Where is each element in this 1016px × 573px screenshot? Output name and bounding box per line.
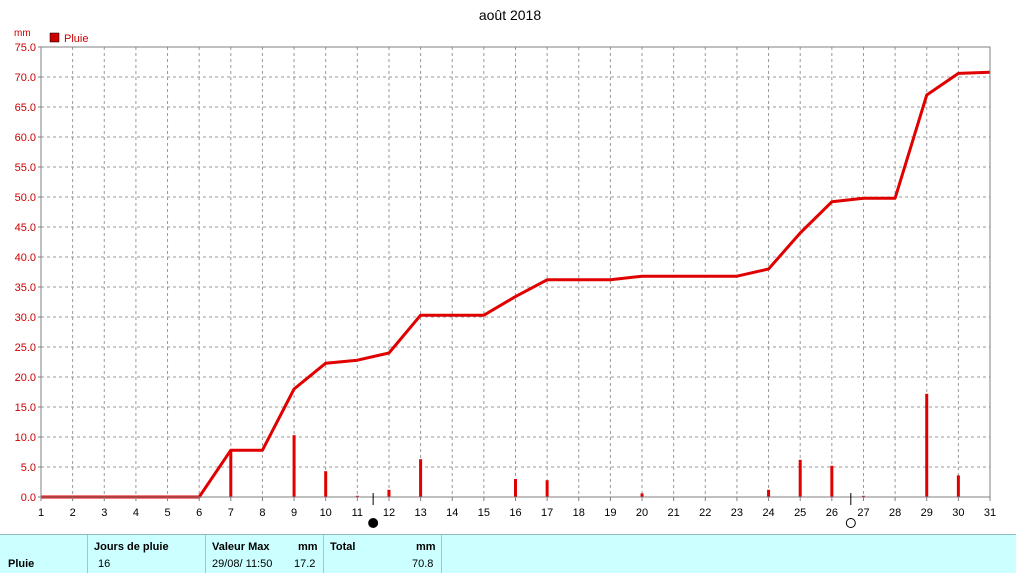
- rain-bar: [798, 459, 802, 497]
- rain-bar: [229, 450, 233, 497]
- max-value: 17.2: [294, 558, 316, 570]
- summary-table: Pluie Jours de pluie 16 Valeur Max mm 29…: [0, 534, 1016, 573]
- x-tick-label: 24: [762, 507, 774, 519]
- y-tick-label: 40.0: [15, 252, 36, 264]
- new-moon-icon: [368, 518, 379, 528]
- chart-title: août 2018: [479, 7, 541, 23]
- x-tick-label: 16: [509, 507, 521, 519]
- days-header: Jours de pluie: [94, 541, 169, 553]
- x-tick-label: 4: [133, 507, 139, 519]
- y-tick-label: 45.0: [15, 222, 36, 234]
- y-axis-unit: mm: [14, 28, 31, 39]
- grid: [41, 47, 990, 497]
- y-tick-label: 20.0: [15, 372, 36, 384]
- y-tick-label: 25.0: [15, 342, 36, 354]
- x-tick-label: 27: [857, 507, 869, 519]
- max-unit: mm: [298, 541, 318, 553]
- y-tick-label: 15.0: [15, 402, 36, 414]
- y-tick-label: 65.0: [15, 102, 36, 114]
- max-header: Valeur Max: [212, 541, 270, 553]
- x-tick-label: 21: [668, 507, 680, 519]
- rain-bar: [861, 495, 865, 497]
- y-tick-label: 35.0: [15, 282, 36, 294]
- y-tick-label: 0.0: [21, 492, 36, 504]
- y-tick-labels: 0.0 5.0 10.0 15.0 20.0 25.0 30.0 35.0 40.0 45.0 50…: [15, 42, 41, 504]
- x-tick-label: 14: [446, 507, 458, 519]
- y-tick-label: 70.0: [15, 72, 36, 84]
- x-tick-label: 7: [228, 507, 234, 519]
- rain-bar: [767, 489, 771, 497]
- x-tick-label: 6: [196, 507, 202, 519]
- rain-bar: [292, 435, 296, 497]
- x-tick-label: 11: [352, 507, 363, 519]
- days-value: 16: [98, 558, 111, 570]
- rain-bar: [387, 489, 391, 497]
- rain-bar: [956, 475, 960, 497]
- x-tick-label: 25: [794, 507, 806, 519]
- row-header-cell: Pluie: [0, 535, 88, 573]
- x-tick-label: 1: [38, 507, 44, 519]
- x-tick-labels: 1 2 3 4 5 6 7 8 9 10 11 12 13 14 15 16 17 18 19 20 21 22 23 24 2…: [38, 497, 996, 519]
- rain-bar: [925, 393, 929, 497]
- total-value: 70.8: [412, 558, 434, 570]
- total-unit: mm: [416, 541, 436, 553]
- x-tick-label: 17: [541, 507, 553, 519]
- daily-rain-bars: [229, 393, 960, 497]
- y-tick-label: 30.0: [15, 312, 36, 324]
- x-tick-label: 13: [414, 507, 426, 519]
- max-date: 29/08/ 11:50: [212, 558, 273, 570]
- full-moon-icon: [845, 518, 856, 528]
- legend-label: Pluie: [64, 33, 88, 45]
- x-tick-label: 19: [604, 507, 616, 519]
- rain-chart: août 2018 mm Pluie 0.0 5.0 10.0 15.0 20.0 25.…: [14, 7, 996, 528]
- max-cell: Valeur Max mm 29/08/ 11:50 17.2: [206, 535, 324, 573]
- y-tick-label: 75.0: [15, 42, 36, 54]
- x-tick-label: 3: [101, 507, 107, 519]
- rain-bar: [324, 471, 328, 497]
- days-cell: Jours de pluie 16: [88, 535, 206, 573]
- y-tick-label: 10.0: [15, 432, 36, 444]
- total-header: Total: [330, 541, 356, 553]
- rain-bar: [419, 459, 423, 497]
- x-tick-label: 29: [921, 507, 933, 519]
- x-tick-label: 2: [70, 507, 76, 519]
- y-tick-label: 50.0: [15, 192, 36, 204]
- legend-swatch: [49, 32, 60, 43]
- x-tick-label: 31: [984, 507, 996, 519]
- row-label: Pluie: [8, 558, 35, 570]
- x-tick-label: 8: [259, 507, 265, 519]
- x-tick-label: 28: [889, 507, 901, 519]
- rain-bar: [830, 465, 834, 497]
- x-tick-label: 30: [952, 507, 964, 519]
- x-tick-label: 5: [164, 507, 170, 519]
- x-tick-label: 26: [826, 507, 838, 519]
- moon-phase-markers: [368, 493, 856, 528]
- x-tick-label: 18: [573, 507, 585, 519]
- y-tick-label: 55.0: [15, 162, 36, 174]
- x-tick-label: 10: [320, 507, 332, 519]
- x-tick-label: 9: [291, 507, 297, 519]
- y-tick-label: 5.0: [21, 462, 36, 474]
- x-tick-label: 12: [383, 507, 395, 519]
- x-tick-label: 15: [478, 507, 490, 519]
- rain-bar: [355, 495, 359, 497]
- rain-bar: [545, 480, 549, 497]
- x-tick-label: 20: [636, 507, 648, 519]
- rain-bar: [640, 493, 644, 497]
- rain-bar: [514, 479, 517, 497]
- x-tick-label: 23: [731, 507, 743, 519]
- x-tick-label: 22: [699, 507, 711, 519]
- total-cell: Total mm 70.8: [324, 535, 442, 573]
- y-tick-label: 60.0: [15, 132, 36, 144]
